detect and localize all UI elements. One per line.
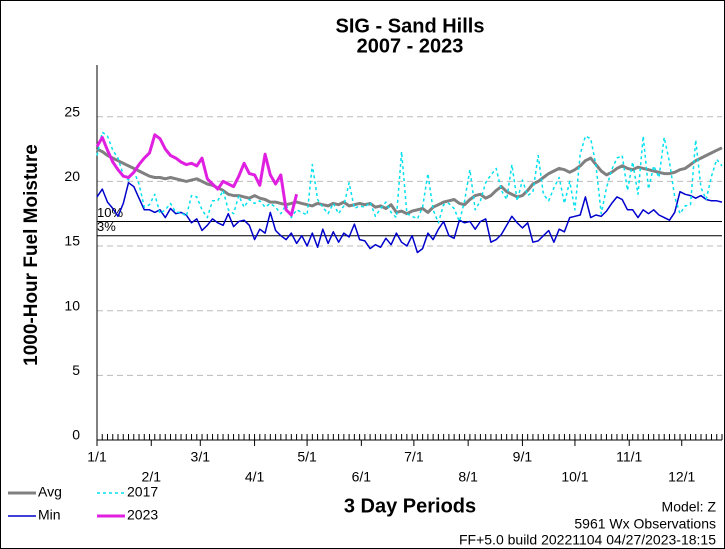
note: FF+5.0 build 20221104 04/27/2023-18:15 <box>459 532 716 548</box>
x-tick-label: 7/1 <box>404 449 424 465</box>
x-tick-label: 12/1 <box>668 469 695 485</box>
legend-label: Min <box>38 507 61 523</box>
y-tick-label: 15 <box>64 233 80 249</box>
x-tick-label: 11/1 <box>616 449 642 465</box>
x-tick-label: 3/1 <box>191 449 211 465</box>
chart-subtitle: 2007 - 2023 <box>357 35 464 57</box>
x-tick-label: 6/1 <box>352 469 372 485</box>
x-tick-label: 4/1 <box>245 469 265 485</box>
threshold-label: 3% <box>97 219 116 234</box>
y-tick-label: 10 <box>64 297 80 313</box>
x-tick-label: 2/1 <box>142 469 162 485</box>
threshold-label: 10% <box>97 205 123 220</box>
series-line <box>96 146 723 216</box>
legend-label: 2017 <box>127 484 158 500</box>
note: 5961 Wx Observations <box>574 516 716 532</box>
series-line <box>95 133 299 217</box>
y-axis-label: 1000-Hour Fuel Moisture <box>21 144 42 366</box>
x-tick-label: 10/1 <box>561 469 588 485</box>
x-tick-label: 8/1 <box>458 469 478 485</box>
x-tick-label: 5/1 <box>297 449 317 465</box>
legend-label: Avg <box>38 484 62 500</box>
x-axis-label: 3 Day Periods <box>344 495 476 517</box>
y-tick-label: 20 <box>64 168 80 184</box>
note: Model: Z <box>662 499 717 515</box>
series-line <box>96 131 723 224</box>
series-line <box>96 181 723 254</box>
chart-title: SIG - Sand Hills <box>336 15 485 37</box>
y-tick-label: 0 <box>72 427 80 443</box>
x-tick-label: 1/1 <box>87 449 107 465</box>
y-tick-label: 25 <box>64 103 80 119</box>
legend-label: 2023 <box>127 507 158 523</box>
y-tick-label: 5 <box>72 362 80 378</box>
x-tick-label: 9/1 <box>513 449 533 465</box>
